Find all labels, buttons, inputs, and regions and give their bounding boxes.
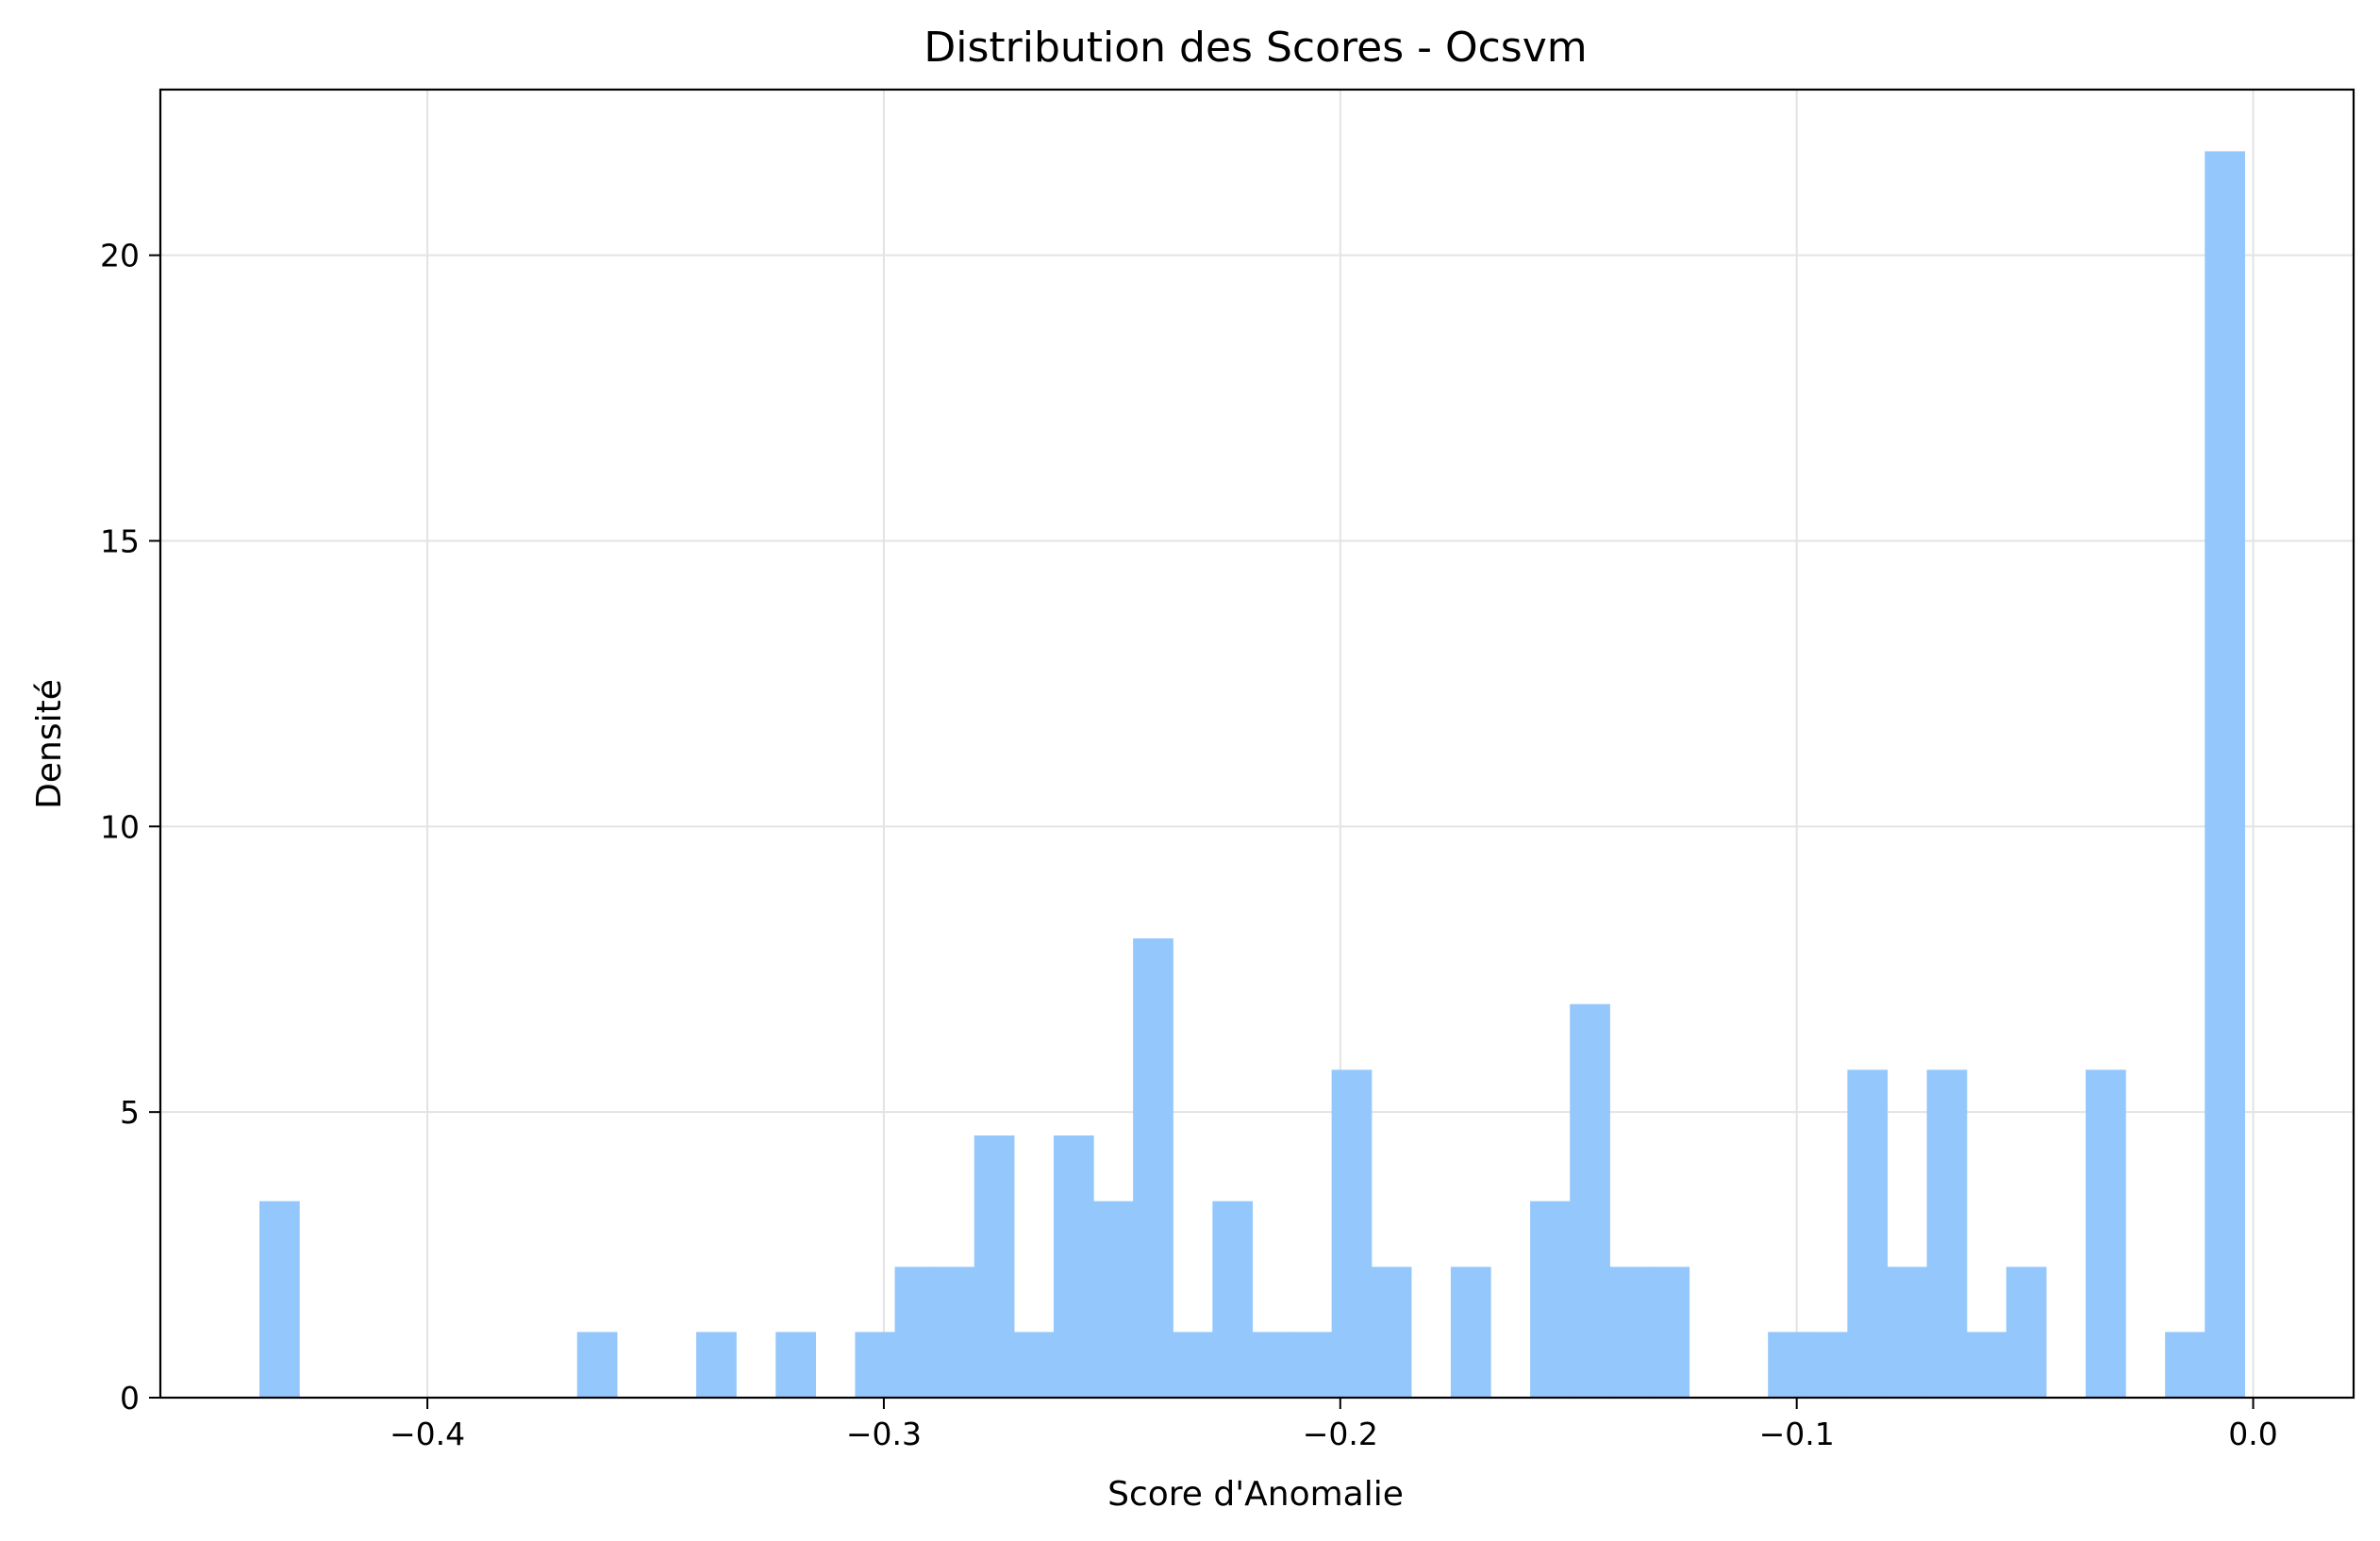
chart-title: Distribution des Scores - Ocsvm: [924, 24, 1587, 72]
histogram-bar-21: [1609, 1267, 1651, 1398]
histogram-bar-15: [1291, 1332, 1333, 1398]
histogram-bar-26: [1887, 1267, 1928, 1398]
histogram-bar-27: [1926, 1069, 1968, 1398]
histogram-bar-19: [1530, 1201, 1571, 1398]
histogram-bar-29: [2006, 1267, 2047, 1398]
x-tick-label-0: −0.4: [390, 1416, 465, 1452]
histogram-bar-2: [696, 1332, 737, 1398]
histogram-bar-10: [1093, 1201, 1134, 1398]
histogram-bar-22: [1649, 1267, 1690, 1398]
histogram-bar-4: [855, 1332, 896, 1398]
histogram-bar-5: [894, 1267, 936, 1398]
histogram-bars: [259, 151, 2245, 1399]
histogram-bar-9: [1053, 1135, 1094, 1398]
histogram-bar-18: [1450, 1267, 1491, 1398]
x-tick-label-1: −0.3: [846, 1416, 922, 1452]
histogram-bar-14: [1252, 1332, 1293, 1398]
histogram-bar-20: [1570, 1003, 1610, 1398]
y-tick-label-3: 15: [100, 522, 140, 559]
histogram-bar-3: [775, 1332, 816, 1398]
x-axis-ticks: −0.4 −0.3 −0.2 −0.1 0.0: [390, 1398, 2278, 1452]
histogram-bar-13: [1212, 1201, 1254, 1398]
histogram-bar-30: [2085, 1069, 2126, 1398]
x-axis-label: Score d'Anomalie: [1107, 1475, 1404, 1514]
histogram-bar-16: [1331, 1069, 1373, 1398]
histogram-bar-24: [1807, 1332, 1849, 1398]
histogram-bar-1: [576, 1332, 618, 1398]
histogram-bar-6: [934, 1267, 975, 1398]
histogram-bar-12: [1173, 1332, 1213, 1398]
histogram-bar-31: [2165, 1332, 2205, 1398]
histogram-bar-8: [1013, 1332, 1055, 1398]
histogram-bar-17: [1371, 1267, 1412, 1398]
y-tick-label-0: 0: [120, 1380, 140, 1417]
x-tick-label-4: 0.0: [2228, 1416, 2277, 1452]
y-tick-label-2: 10: [100, 808, 140, 845]
histogram-bar-32: [2205, 151, 2245, 1399]
y-axis-ticks: 0 5 10 15 20: [100, 238, 160, 1417]
histogram-bar-23: [1768, 1332, 1808, 1398]
histogram-bar-0: [259, 1201, 300, 1398]
y-tick-label-1: 5: [120, 1094, 140, 1131]
y-axis-label: Densité: [30, 679, 69, 809]
y-tick-label-4: 20: [100, 238, 140, 274]
plot-frame: [158, 88, 2355, 1400]
histogram-bar-25: [1847, 1069, 1889, 1398]
x-tick-label-3: −0.1: [1759, 1416, 1835, 1452]
histogram-bar-7: [974, 1135, 1015, 1398]
x-tick-label-2: −0.2: [1303, 1416, 1378, 1452]
histogram-bar-11: [1133, 938, 1173, 1398]
histogram-bar-28: [1966, 1332, 2007, 1398]
